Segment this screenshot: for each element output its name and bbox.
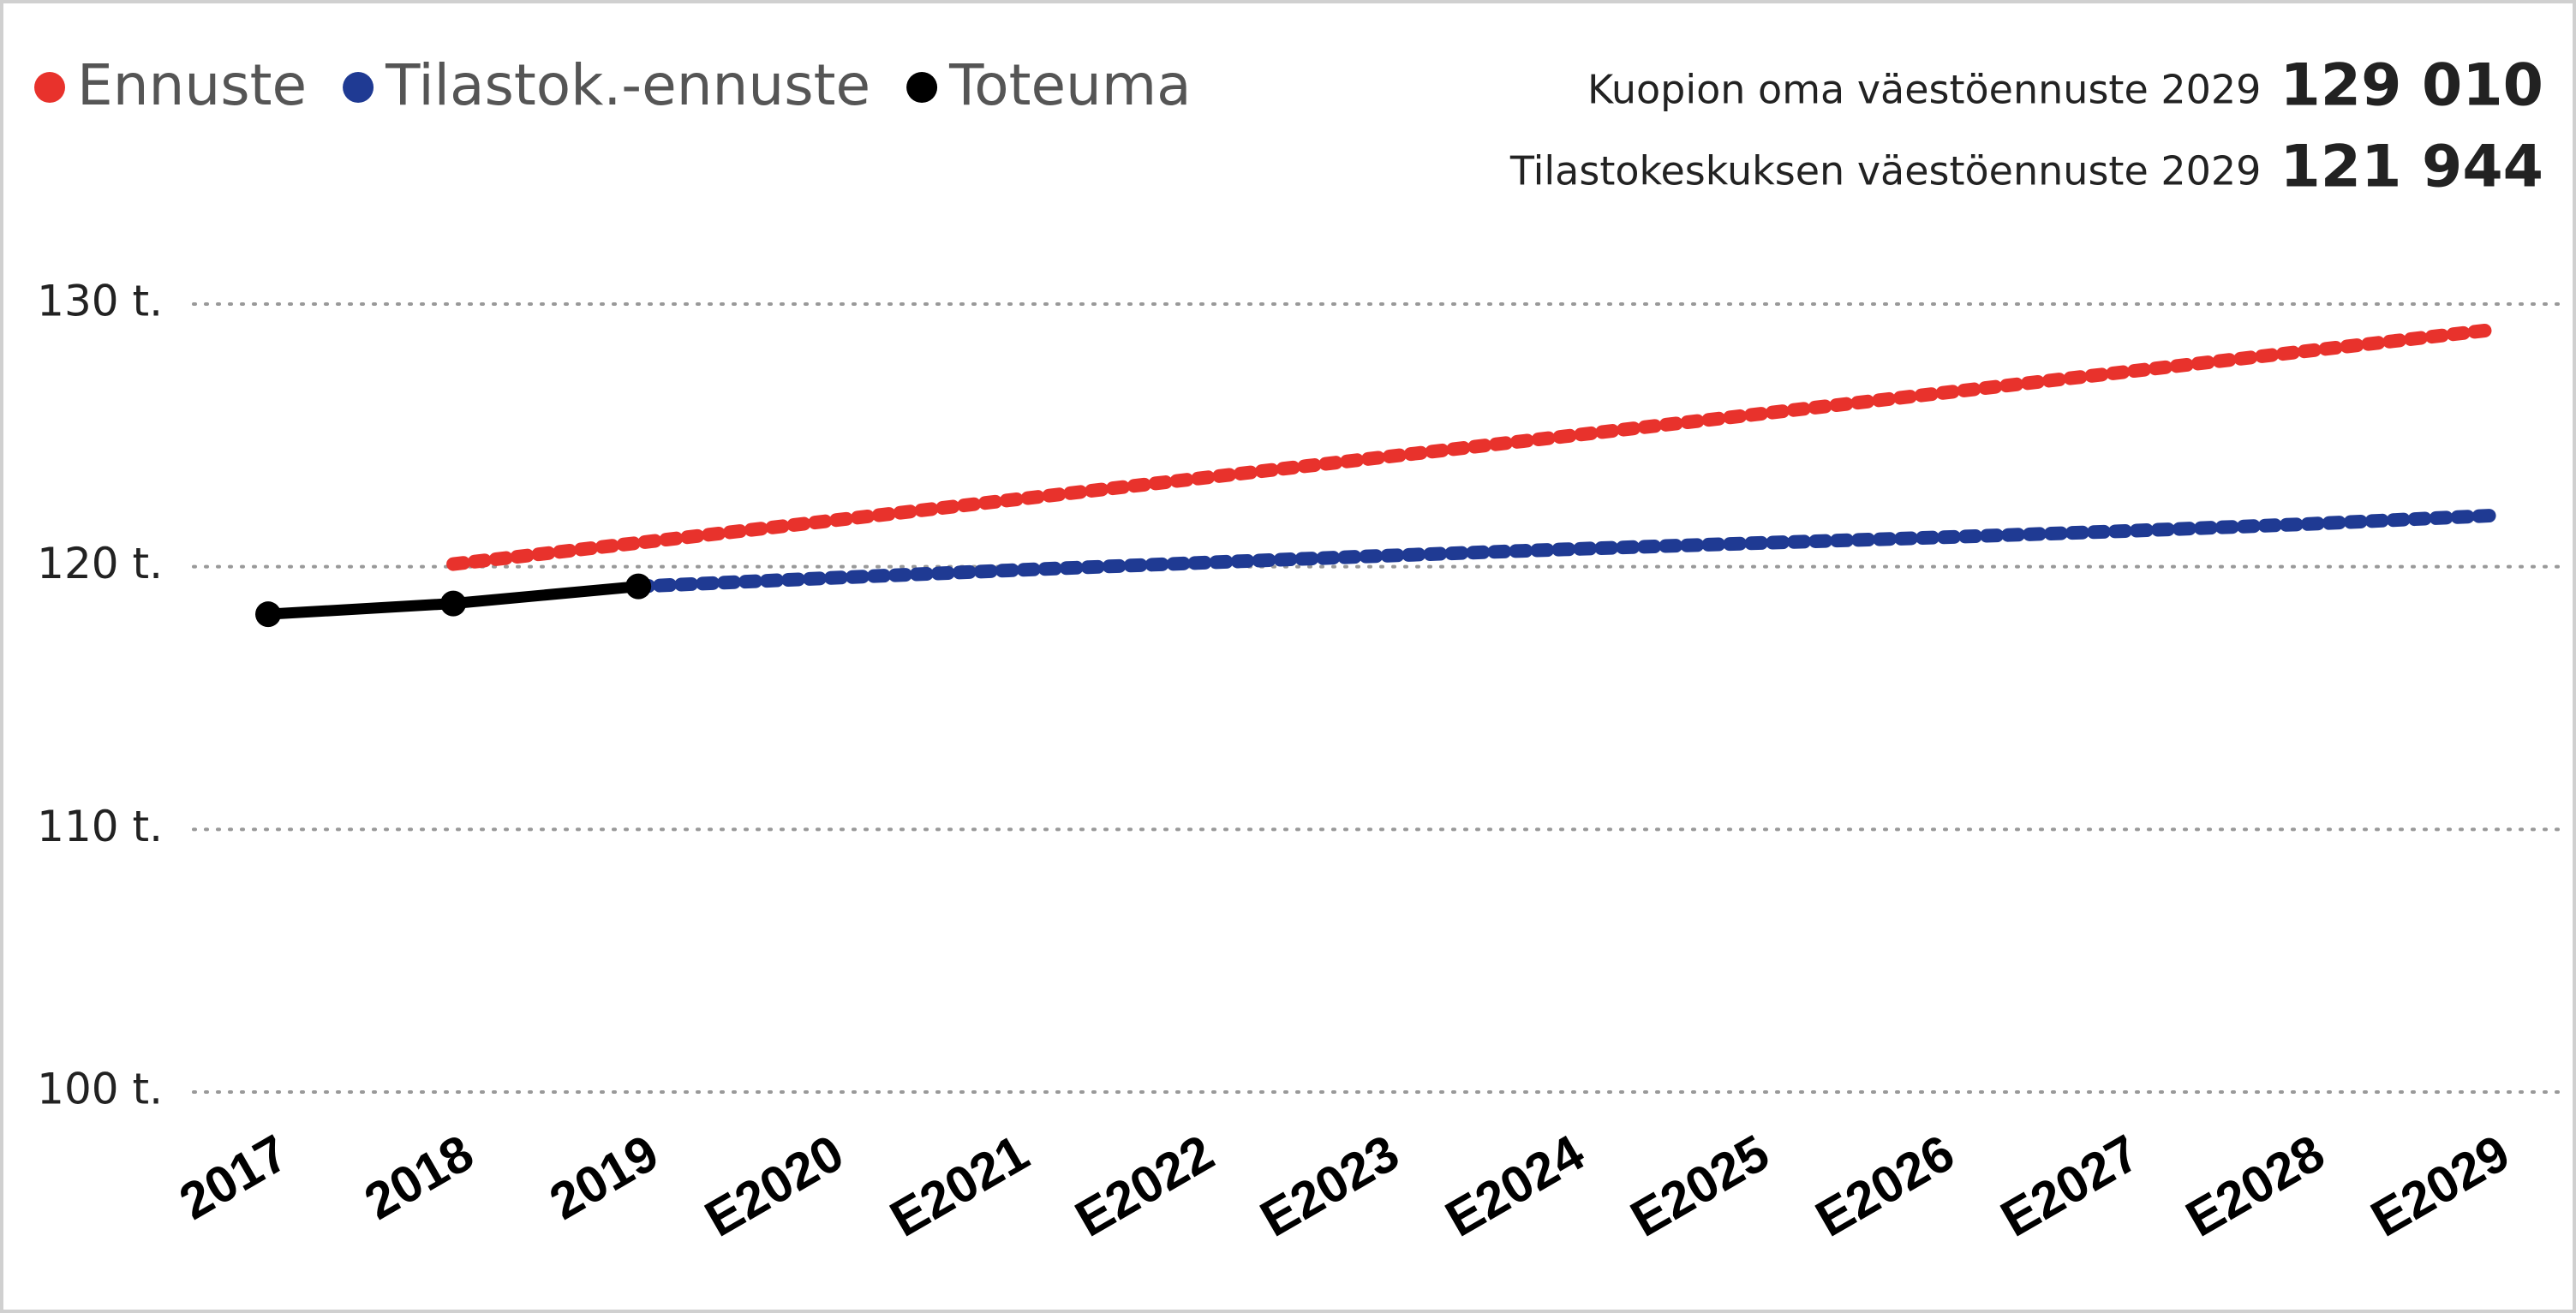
x-tick-label: 2017	[170, 1124, 297, 1231]
y-tick-label: 120 t.	[37, 539, 163, 588]
legend-marker	[34, 72, 65, 103]
series-line	[446, 323, 2496, 571]
legend-label: Ennuste	[77, 52, 307, 118]
legend-label: Tilastok.-ennuste	[385, 52, 870, 118]
series-line	[631, 509, 2496, 594]
point	[625, 573, 652, 600]
x-tick-label: E2028	[2177, 1124, 2334, 1248]
x-tick-label: 2018	[355, 1124, 482, 1231]
x-tick-label: E2020	[696, 1124, 853, 1248]
legend-marker	[906, 72, 938, 103]
point	[255, 601, 281, 628]
x-tick-label: 2019	[540, 1124, 667, 1231]
x-tick-label: E2024	[1436, 1124, 1593, 1248]
legend-marker	[343, 72, 374, 103]
kpi-label: Kuopion oma väestöennuste 2029	[1587, 67, 2261, 113]
x-tick-label: E2022	[1066, 1124, 1223, 1248]
x-tick-label: E2027	[1991, 1124, 2149, 1248]
kpi-value: 129 010	[2280, 52, 2543, 120]
x-tick-label: E2021	[881, 1124, 1038, 1248]
kpi-label: Tilastokeskuksen väestöennuste 2029	[1509, 148, 2262, 194]
x-tick-label: E2025	[1621, 1124, 1778, 1248]
y-tick-label: 100 t.	[37, 1065, 163, 1114]
legend-label: Toteuma	[948, 52, 1192, 118]
x-tick-label: E2026	[1806, 1124, 1963, 1248]
y-tick-label: 130 t.	[37, 277, 163, 326]
kpi-value: 121 944	[2280, 134, 2543, 201]
x-tick-label: E2029	[2362, 1124, 2519, 1248]
x-tick-label: E2023	[1251, 1124, 1408, 1248]
point	[440, 590, 467, 617]
y-tick-label: 110 t.	[37, 802, 163, 851]
